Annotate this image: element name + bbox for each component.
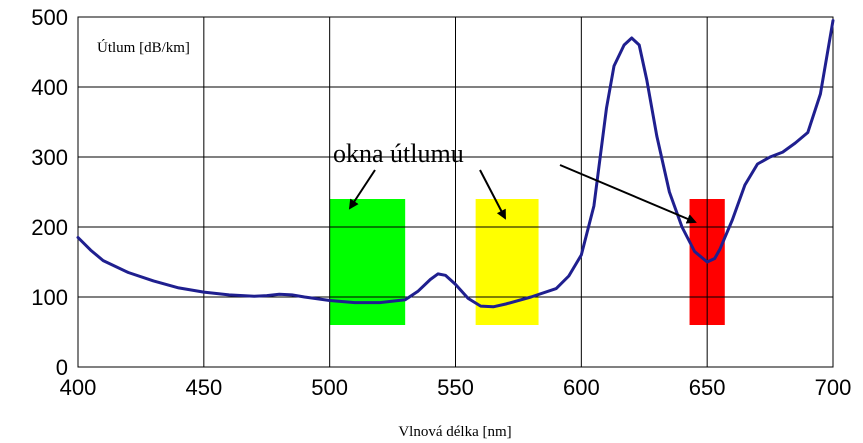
y-tick-label: 400 <box>31 75 68 100</box>
x-tick-label: 700 <box>815 375 852 400</box>
attenuation-windows <box>329 199 725 325</box>
x-tick-label: 600 <box>563 375 600 400</box>
x-tick-label: 500 <box>311 375 348 400</box>
arrow-to-yellow-window <box>479 169 506 220</box>
arrow-to-red-window <box>559 164 697 224</box>
attenuation-window-1 <box>329 199 406 325</box>
x-tick-label: 450 <box>185 375 222 400</box>
y-tick-label: 100 <box>31 285 68 310</box>
x-tick-label: 650 <box>689 375 726 400</box>
x-tick-label: 400 <box>60 375 97 400</box>
arrow-to-green-window <box>348 169 376 210</box>
y-tick-label: 0 <box>56 355 68 380</box>
tick-labels: 400 450 500 550 600 650 700 0 100 200 300 400 500 <box>31 5 851 400</box>
plot-frame <box>77 16 834 368</box>
x-axis-label: Vlnová délka [nm] <box>398 424 511 440</box>
y-tick-label: 300 <box>31 145 68 170</box>
series-line <box>76 19 835 309</box>
x-tick-label: 550 <box>437 375 474 400</box>
annotation-arrows <box>348 164 697 224</box>
annotation-label: okna útlumu <box>333 139 464 168</box>
y-tick-label: 500 <box>31 5 68 30</box>
y-axis-label: Útlum [dB/km] <box>97 39 190 56</box>
y-tick-label: 200 <box>31 215 68 240</box>
